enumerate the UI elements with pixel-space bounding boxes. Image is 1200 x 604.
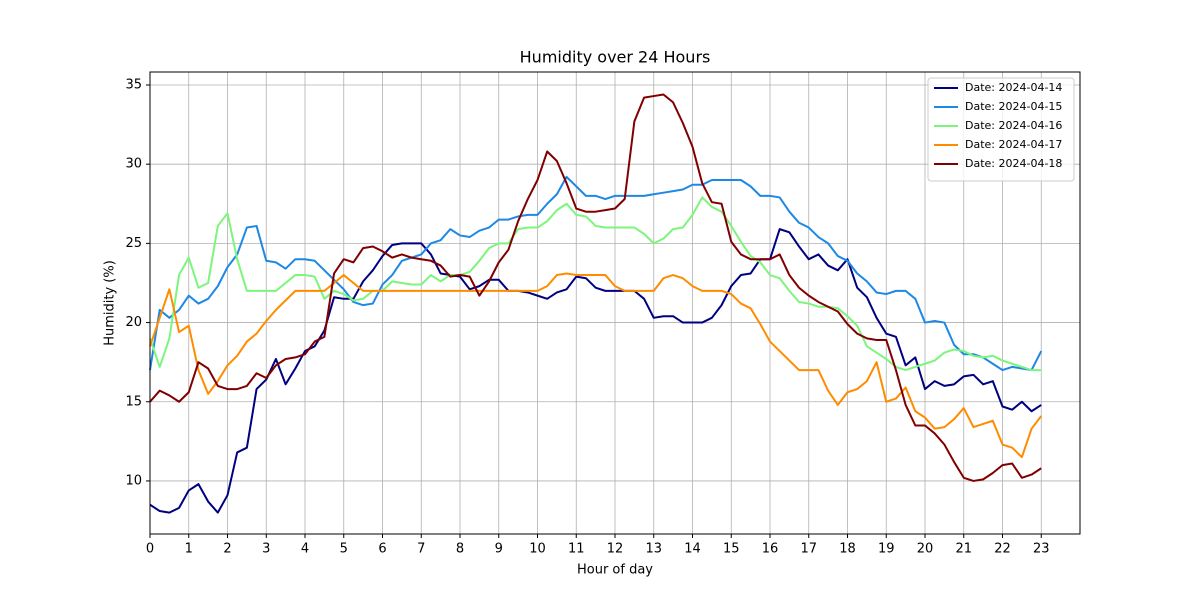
- x-tick-label: 15: [723, 542, 740, 557]
- x-tick-label: 6: [378, 542, 386, 557]
- data-line: [149, 272, 1043, 459]
- data-line: [149, 196, 1042, 372]
- data-line: [149, 228, 1042, 514]
- x-tick-label: 20: [917, 542, 934, 557]
- x-tick-label: 22: [994, 542, 1011, 557]
- legend-label: Date: 2024-04-15: [965, 100, 1062, 113]
- x-tick-label: 23: [1033, 542, 1050, 557]
- y-tick-label: 20: [125, 315, 142, 330]
- chart-title: Humidity over 24 Hours: [520, 48, 711, 67]
- x-tick-label: 1: [185, 542, 193, 557]
- x-tick-label: 7: [417, 542, 425, 557]
- x-tick-label: 3: [262, 542, 270, 557]
- y-axis-label: Humidity (%): [103, 260, 118, 346]
- x-tick-label: 5: [340, 542, 348, 557]
- y-tick-label: 15: [125, 394, 142, 409]
- data-line: [149, 175, 1043, 372]
- x-tick-label: 0: [146, 542, 154, 557]
- x-tick-label: 14: [684, 542, 701, 557]
- x-axis-label: Hour of day: [577, 563, 653, 578]
- x-tick-label: 19: [878, 542, 895, 557]
- legend-label: Date: 2024-04-18: [965, 157, 1062, 170]
- x-tick-label: 12: [607, 542, 624, 557]
- x-tick-label: 17: [800, 542, 817, 557]
- legend-box: [927, 77, 1075, 182]
- legend-label: Date: 2024-04-17: [965, 138, 1062, 151]
- y-tick-label: 10: [125, 473, 142, 488]
- legend-label: Date: 2024-04-14: [965, 81, 1062, 94]
- x-tick-label: 8: [456, 542, 464, 557]
- legend-label: Date: 2024-04-16: [965, 119, 1062, 132]
- data-line: [149, 93, 1042, 482]
- x-tick-label: 2: [223, 542, 231, 557]
- x-tick-label: 16: [762, 542, 779, 557]
- x-tick-label: 18: [839, 542, 856, 557]
- y-tick-label: 30: [125, 157, 142, 172]
- x-tick-label: 21: [955, 542, 972, 557]
- x-tick-label: 10: [529, 542, 546, 557]
- y-tick-label: 35: [125, 77, 142, 92]
- x-tick-label: 4: [301, 542, 309, 557]
- y-tick-label: 25: [125, 236, 142, 251]
- x-tick-label: 11: [568, 542, 585, 557]
- plot-frame: [149, 71, 1081, 535]
- x-tick-label: 9: [495, 542, 503, 557]
- x-tick-label: 13: [645, 542, 662, 557]
